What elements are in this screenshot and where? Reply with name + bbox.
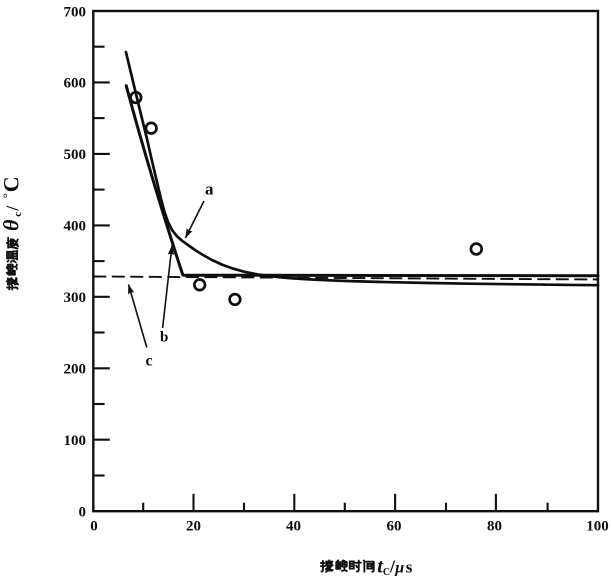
svg-text:s: s: [406, 558, 413, 577]
svg-text:20: 20: [186, 519, 201, 535]
svg-text:μ: μ: [394, 560, 404, 577]
svg-text:C: C: [383, 567, 390, 578]
svg-text:/: /: [3, 205, 23, 212]
svg-text:300: 300: [64, 290, 87, 306]
svg-text:θ: θ: [0, 219, 24, 231]
svg-text:C: C: [0, 176, 24, 192]
svg-text:100: 100: [586, 519, 609, 535]
svg-text:80: 80: [487, 519, 502, 535]
svg-text:400: 400: [64, 219, 87, 235]
svg-text:c: c: [146, 353, 153, 370]
svg-text:600: 600: [64, 76, 87, 92]
svg-text:a: a: [205, 180, 214, 199]
svg-text:500: 500: [64, 147, 87, 163]
svg-text:0: 0: [90, 519, 98, 535]
svg-text:200: 200: [64, 362, 87, 378]
svg-text:°: °: [0, 193, 15, 198]
svg-text:b: b: [160, 330, 168, 346]
svg-text:c: c: [12, 212, 24, 217]
svg-text:60: 60: [387, 519, 402, 535]
svg-text:/: /: [389, 557, 396, 577]
svg-text:t: t: [377, 556, 384, 578]
svg-text:0: 0: [79, 505, 87, 521]
svg-text:700: 700: [64, 4, 87, 20]
svg-text:100: 100: [64, 433, 87, 449]
svg-text:40: 40: [286, 519, 301, 535]
